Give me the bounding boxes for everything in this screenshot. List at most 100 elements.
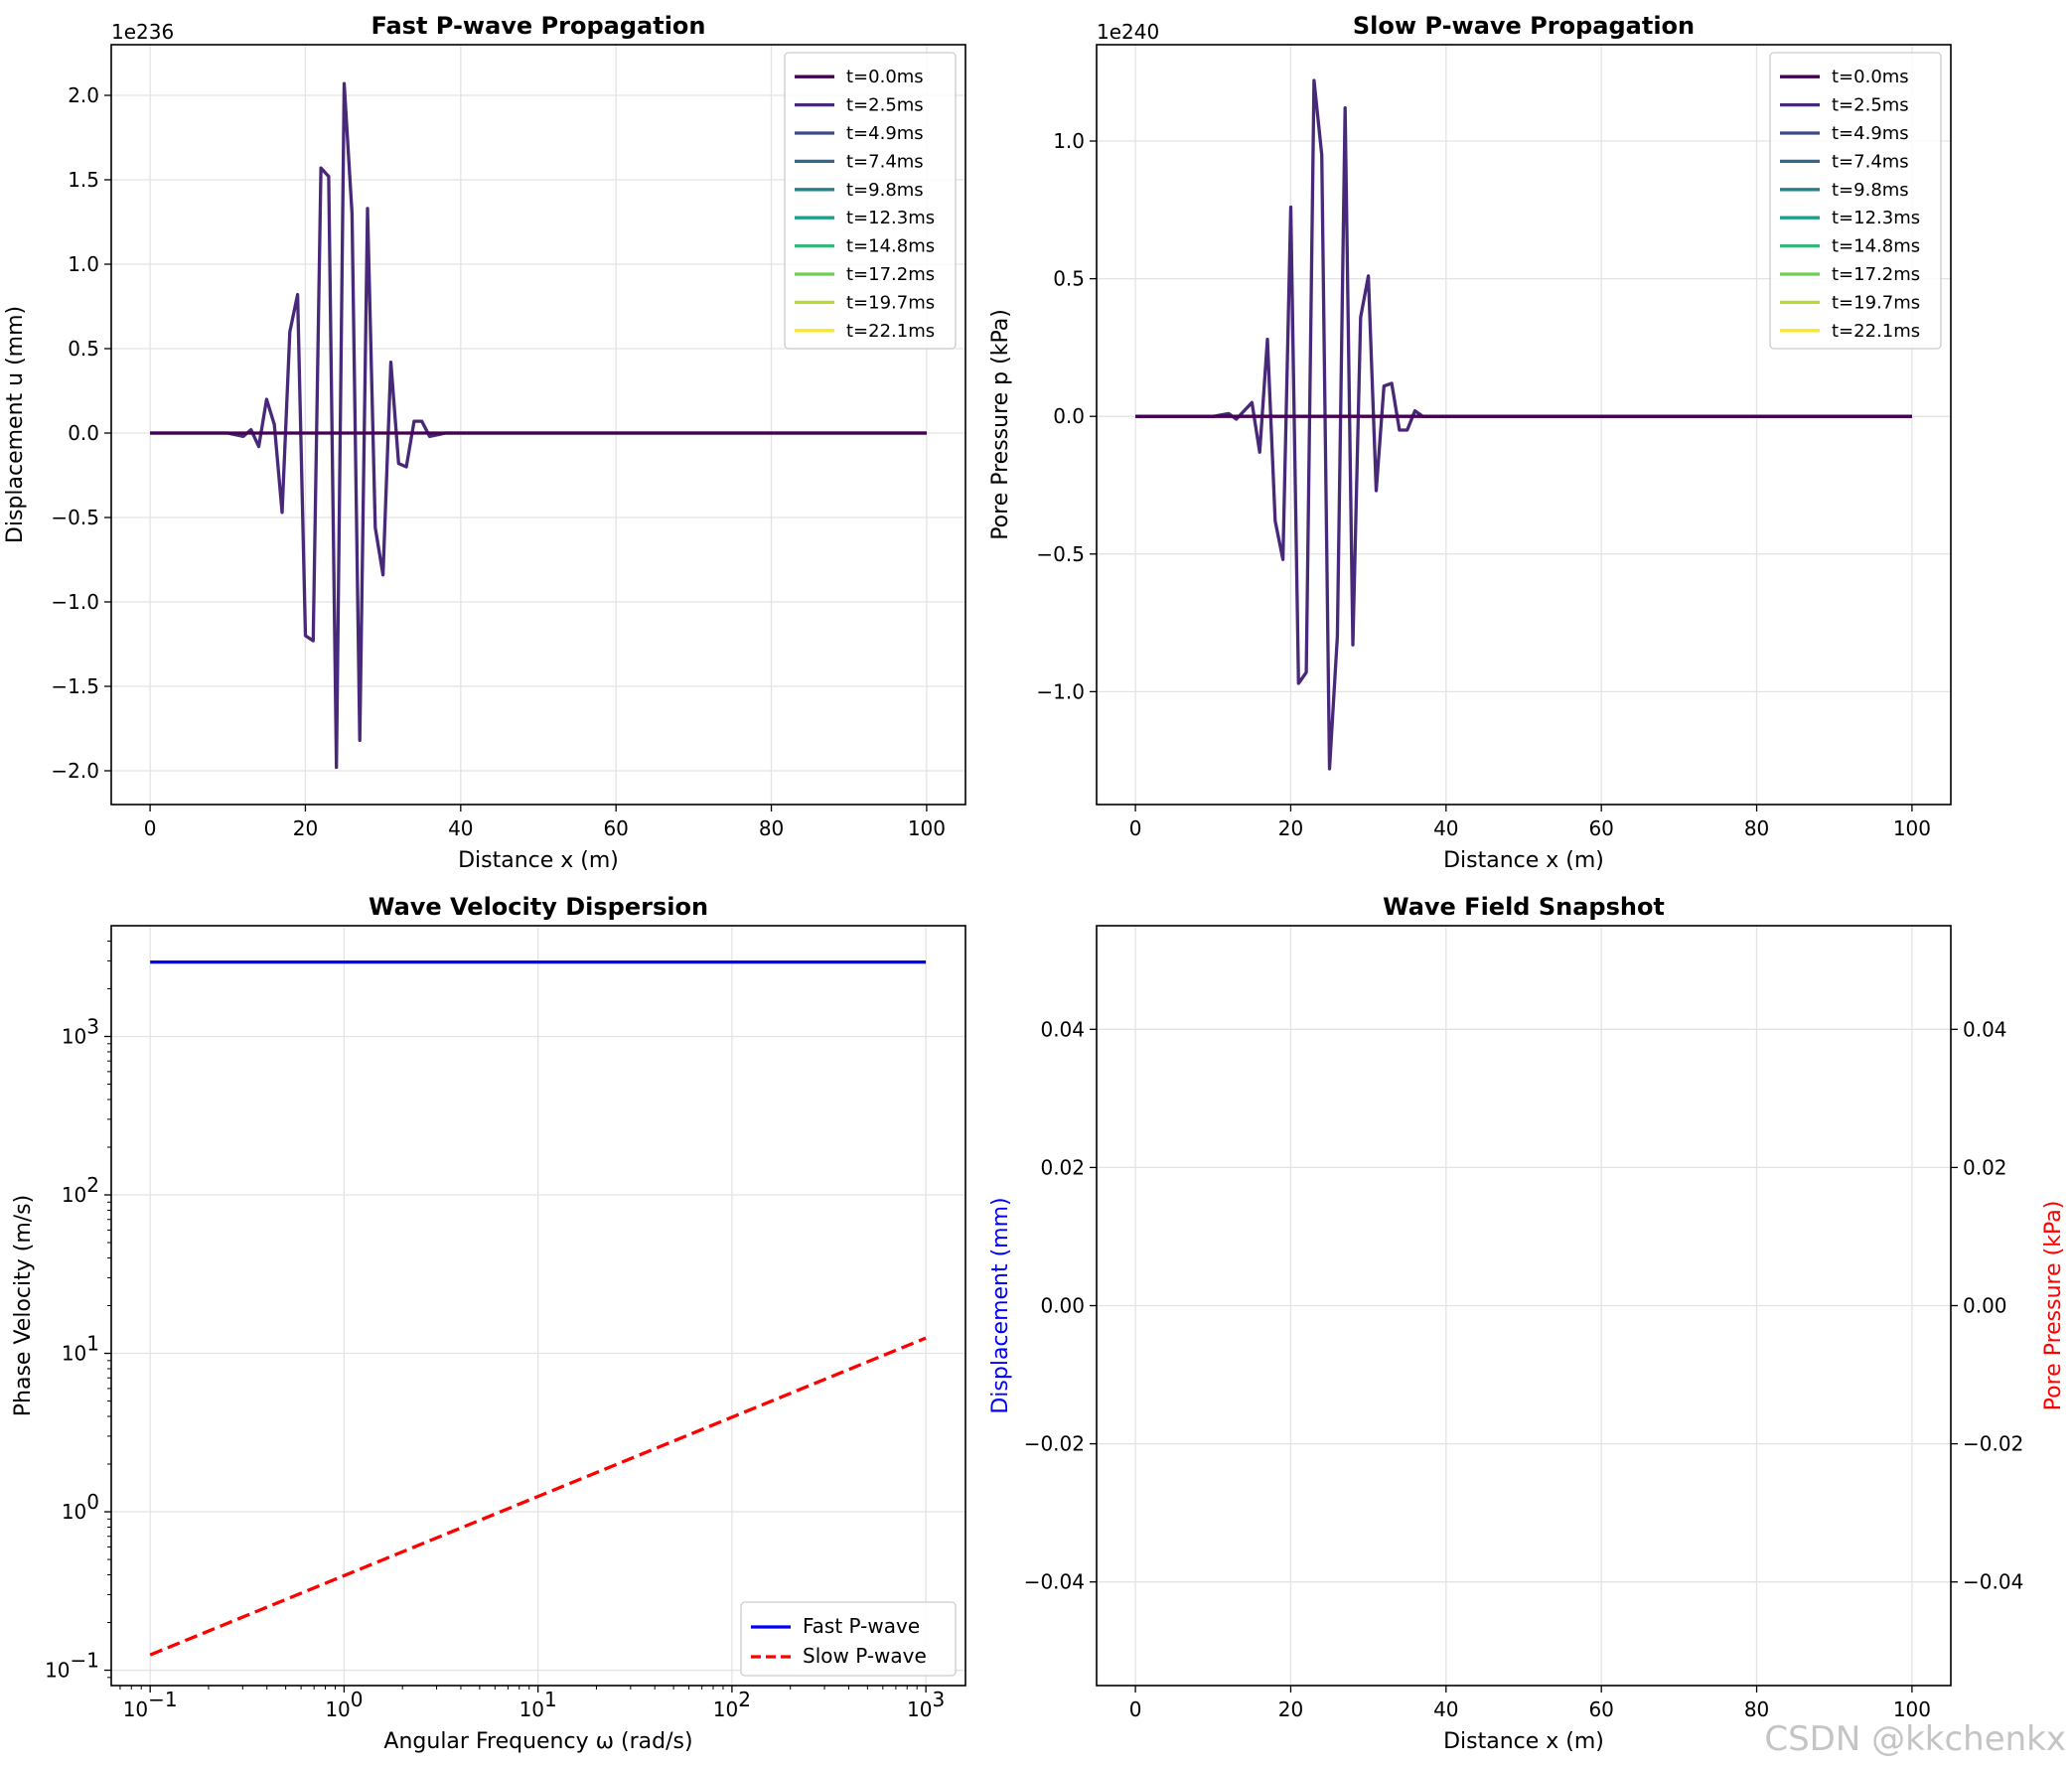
x-tick-label: 60 [1588,816,1613,840]
series-line-t-2-5ms [1135,78,1912,771]
offset-text: 1e240 [1097,20,1159,44]
y-tick-label: 0.00 [1040,1294,1085,1318]
legend-label: t=9.8ms [1832,180,1909,201]
x-axis-label: Angular Frequency ω (rad/s) [383,1729,692,1754]
legend-label: t=12.3ms [846,208,935,228]
x-tick-label: 60 [1588,1697,1613,1721]
legend: Fast P-wave Slow P-wave [740,1601,957,1677]
offset-text: 1e236 [111,20,174,44]
chart-snap: 0 20 40 60 80 100 −0.04 −0.02 0.00 0.02 0.04 −0.04 −… [988,893,2066,1754]
y-tick-label: 103 [62,1014,99,1048]
y-axis-label: Pore Pressure p (kPa) [988,309,1013,540]
y-axis-label-right: Pore Pressure (kPa) [2041,1201,2066,1411]
y-tick-label: −1.0 [1036,679,1085,703]
y-right-tick-label: 0.04 [1963,1017,2007,1041]
y-tick-label: −0.5 [1036,542,1085,566]
x-tick-label: 0 [1129,1697,1142,1721]
x-tick-label: 101 [519,1688,557,1721]
legend-label: t=0.0ms [1832,67,1909,87]
x-tick-label: 0 [1129,816,1142,840]
y-tick-label: 2.0 [68,83,99,107]
legend-label: t=17.2ms [846,264,935,285]
x-tick-label: 100 [325,1688,363,1721]
y-tick-label: 10−1 [45,1649,99,1683]
y-tick-label: −1.5 [51,674,99,698]
x-tick-label-base: 10 [519,1697,544,1721]
y-tick-label-exp: −1 [71,1649,99,1673]
x-tick-label-base: 10 [713,1697,738,1721]
x-tick-label-base: 10 [325,1697,350,1721]
x-tick-label: 80 [1744,1697,1769,1721]
x-tick-label-base: 10 [907,1697,932,1721]
y-right-tick-label: 0.00 [1963,1294,2007,1318]
y-right-tick-label: −0.02 [1963,1432,2023,1456]
y-axis-label: Phase Velocity (m/s) [11,1195,36,1416]
chart-title: Fast P-wave Propagation [370,12,705,40]
y-tick-label: 100 [62,1490,99,1524]
x-tick-label: 20 [293,816,318,840]
y-tick-label: 1.0 [68,252,99,276]
x-tick-label: 100 [908,816,946,840]
x-tick-label-exp: 2 [738,1688,751,1711]
x-tick-label: 40 [448,816,473,840]
x-axis-label: Distance x (m) [458,848,619,873]
y-tick-label: 0.0 [1053,404,1085,428]
legend-label: t=7.4ms [1832,151,1909,172]
legend-label: t=19.7ms [846,292,935,313]
axes-frame [110,44,966,806]
chart-slow: 0 20 40 60 80 100 −1.0 −0.5 0.0 0.5 1.0 Slow P-wave… [988,12,1952,873]
y-axis-label: Displacement u (mm) [3,306,28,543]
legend-label: Slow P-wave [803,1644,927,1668]
y-tick-label: −1.0 [51,590,99,614]
chart-title: Wave Field Snapshot [1383,893,1665,921]
chart-title: Slow P-wave Propagation [1353,12,1695,40]
y-tick-label: 1.5 [68,168,99,192]
y-tick-label-base: 10 [62,1342,86,1366]
x-tick-label: 0 [144,816,157,840]
legend-label: t=4.9ms [1832,123,1909,144]
x-tick-label: 10−1 [123,1688,178,1721]
series-line-t-2-5ms [150,81,927,770]
chart-title: Wave Velocity Dispersion [369,893,708,921]
y-tick-label-base: 10 [62,1500,86,1524]
y-tick-label-exp: 1 [86,1332,99,1356]
legend-label: t=22.1ms [1832,321,1920,342]
x-axis-label: Distance x (m) [1443,1729,1604,1754]
legend-label: t=2.5ms [846,95,924,116]
legend-box [740,1601,957,1677]
x-tick-label: 100 [1893,1697,1931,1721]
x-tick-label-exp: 3 [933,1688,946,1711]
y-tick-label-base: 10 [62,1024,86,1048]
legend-label: t=0.0ms [846,67,924,87]
series-line-slow-p-wave [149,1336,927,1657]
y-tick-label: −0.5 [51,506,99,529]
x-tick-label: 80 [759,816,784,840]
x-tick-label: 40 [1433,816,1458,840]
x-tick-label: 102 [713,1688,751,1721]
legend-label: t=19.7ms [1832,292,1920,313]
y-tick-label: 102 [62,1173,99,1207]
x-tick-label-base: 10 [123,1697,148,1721]
y-tick-label: 0.5 [1053,267,1085,291]
x-tick-label: 100 [1893,816,1931,840]
legend-label: t=12.3ms [1832,208,1920,228]
legend-label: t=14.8ms [846,236,935,257]
legend-label: t=7.4ms [846,151,924,172]
x-tick-label: 20 [1278,1697,1303,1721]
watermark: CSDN @kkchenkx [1764,1719,2066,1759]
legend-label: t=14.8ms [1832,236,1920,257]
legend: t=0.0ms t=2.5ms t=4.9ms t=7.4ms t=9.8ms t=12.… [1769,52,1942,350]
legend-label: t=2.5ms [1832,95,1909,116]
axes-frame [1096,44,1952,806]
y-tick-label: 1.0 [1053,129,1085,153]
y-tick-label: −2.0 [51,759,99,783]
y-tick-label-exp: 0 [86,1490,99,1514]
legend-label: t=17.2ms [1832,264,1920,285]
y-tick-label: 101 [62,1332,99,1366]
y-tick-label: −0.04 [1024,1570,1085,1594]
x-tick-label: 20 [1278,816,1303,840]
chart-fast: 0 20 40 60 80 100 −2.0 −1.5 −1.0 −0.5 0.0 0.5 1.0 1.5… [3,12,966,873]
x-tick-label: 103 [907,1688,945,1721]
